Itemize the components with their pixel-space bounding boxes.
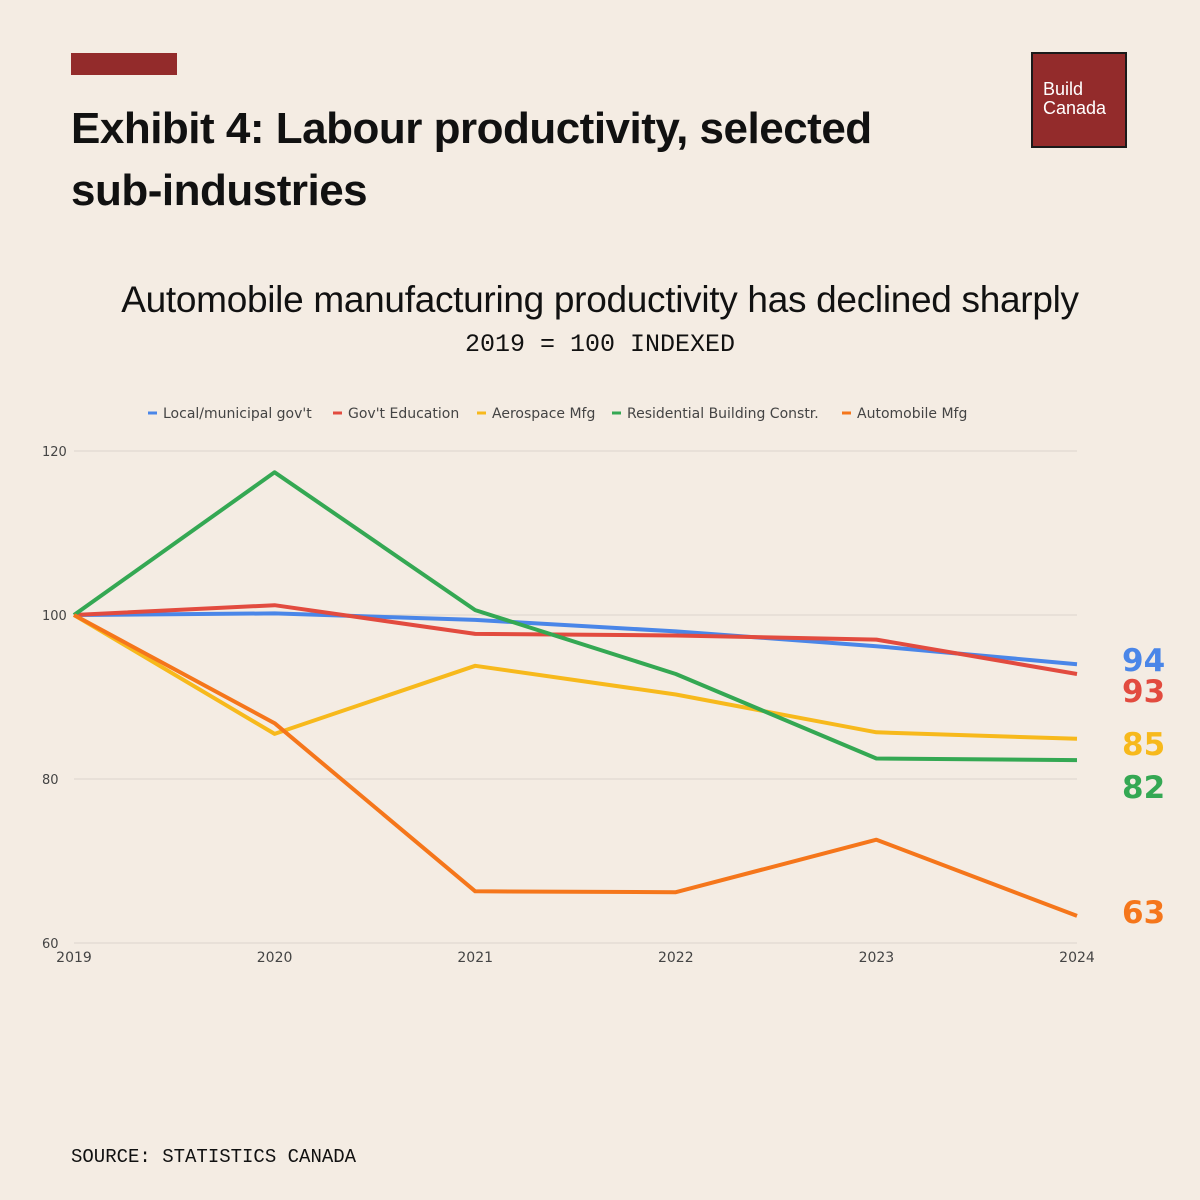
y-tick-label: 120 <box>42 445 67 460</box>
series-line <box>73 613 1078 918</box>
x-tick-label: 2022 <box>658 950 694 966</box>
legend-item: Aerospace Mfg <box>477 406 595 422</box>
legend-label: Residential Building Constr. <box>627 406 819 422</box>
series-line <box>72 613 1078 741</box>
build-canada-logo: Build Canada <box>1031 52 1127 148</box>
end-value-label: 82 <box>1122 770 1165 806</box>
x-axis-ticks: 2019 2020 2021 2022 2023 2024 <box>56 950 1095 966</box>
legend-label: Local/municipal gov't <box>163 406 312 422</box>
source-note: SOURCE: STATISTICS CANADA <box>71 1146 357 1168</box>
y-axis-ticks: 60 80 100 120 <box>42 445 67 952</box>
logo-line-1: Build <box>1043 79 1084 99</box>
end-value-label: 85 <box>1122 727 1165 763</box>
line-chart: Local/municipal gov't Gov't Education Aero… <box>42 406 1165 966</box>
x-tick-label: 2019 <box>56 950 92 966</box>
x-tick-label: 2020 <box>257 950 293 966</box>
legend-item: Local/municipal gov't <box>148 406 312 422</box>
legend-item: Automobile Mfg <box>842 406 967 422</box>
x-tick-label: 2021 <box>457 950 493 966</box>
series-line <box>72 470 1078 763</box>
y-tick-label: 60 <box>42 937 59 952</box>
page-title: Exhibit 4: Labour productivity, selected… <box>71 104 872 215</box>
chart-subtitle: Automobile manufacturing productivity ha… <box>121 279 1079 320</box>
legend-item: Residential Building Constr. <box>612 406 819 422</box>
y-tick-label: 100 <box>42 609 67 624</box>
series-line <box>73 603 1078 676</box>
end-value-label: 93 <box>1122 674 1165 710</box>
y-tick-label: 80 <box>42 773 59 788</box>
legend-label: Automobile Mfg <box>857 406 967 422</box>
end-value-label: 94 <box>1122 643 1165 679</box>
legend-label: Gov't Education <box>348 406 459 422</box>
x-tick-label: 2024 <box>1059 950 1095 966</box>
legend-label: Aerospace Mfg <box>492 406 595 422</box>
series-lines <box>72 470 1078 918</box>
end-value-label: 63 <box>1122 895 1165 931</box>
legend-item: Gov't Education <box>333 406 459 422</box>
x-tick-label: 2023 <box>859 950 895 966</box>
chart-legend: Local/municipal gov't Gov't Education Aero… <box>148 406 967 422</box>
logo-line-2: Canada <box>1043 98 1107 118</box>
index-note: 2019 = 100 INDEXED <box>464 330 736 359</box>
accent-bar <box>71 53 177 75</box>
chart-grid <box>74 450 1077 944</box>
series-line <box>73 611 1078 667</box>
